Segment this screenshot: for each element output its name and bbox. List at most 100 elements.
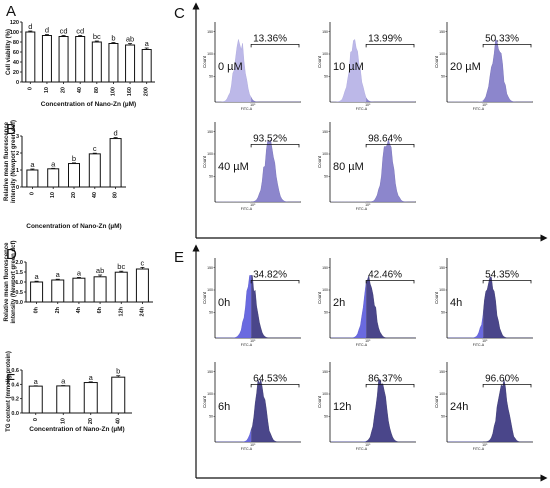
- flow-y-tick-label: 150: [207, 130, 213, 134]
- flow-count-label: Count: [202, 291, 207, 304]
- histogram-positive-region: [251, 96, 300, 102]
- y-tick-label: 0.6: [11, 368, 19, 374]
- y-tick-label: 3: [16, 134, 19, 140]
- condition-label: 12h: [333, 401, 351, 413]
- bar: [25, 31, 36, 83]
- flow-y-tick-label: 50: [209, 75, 213, 79]
- panel-letter-a: A: [6, 3, 16, 20]
- significance-letter: c: [93, 144, 97, 153]
- flow-x-axis-label: FITC-A: [473, 343, 485, 347]
- condition-label: 4h: [450, 297, 462, 309]
- flow-x-tick-label: 10⁵: [250, 203, 256, 207]
- flow-count-label: Count: [317, 155, 322, 168]
- y-tick-label: 0: [16, 185, 19, 191]
- flow-x-axis-label: FITC-A: [356, 447, 368, 451]
- gate-percentage: 86.37%: [368, 373, 402, 384]
- histogram-negative-region: [216, 39, 252, 102]
- y-tick-label: 0.2: [11, 397, 19, 403]
- bar: [58, 36, 69, 83]
- histogram-negative-region: [331, 39, 367, 102]
- gate-percentage: 13.36%: [253, 33, 287, 44]
- flow-y-tick-label: 150: [322, 266, 328, 270]
- gate-percentage: 13.99%: [368, 33, 402, 44]
- histogram-negative-region: [448, 311, 484, 338]
- x-tick-label: 2h: [55, 306, 61, 313]
- flow-count-label: Count: [202, 55, 207, 68]
- x-tick-label: 40: [92, 192, 98, 198]
- flow-y-tick-label: 50: [324, 311, 328, 315]
- flow-y-tick-label: 100: [439, 288, 445, 292]
- flow-count-label: Count: [434, 55, 439, 68]
- significance-letter: a: [51, 159, 56, 168]
- y-tick-label: 100: [10, 30, 19, 36]
- flow-x-tick-label: 10⁵: [365, 103, 371, 107]
- condition-label: 6h: [218, 401, 230, 413]
- bar: [51, 279, 65, 303]
- flow-x-tick-label: 10⁵: [250, 443, 256, 447]
- flow-y-tick-label: 100: [322, 152, 328, 156]
- flow-count-label: Count: [434, 291, 439, 304]
- significance-letter: b: [116, 367, 120, 376]
- flow-x-axis-label: FITC-A: [473, 447, 485, 451]
- x-tick-label: 20: [71, 192, 77, 198]
- y-tick-label: 1: [16, 168, 19, 174]
- flow-y-tick-label: 50: [441, 415, 445, 419]
- panel-letter-f: F: [6, 371, 15, 388]
- flow-y-tick-label: 150: [207, 370, 213, 374]
- y-tick-label: 0.0: [15, 300, 23, 306]
- x-tick-label: 6h: [97, 306, 103, 313]
- histogram-positive-region: [251, 275, 300, 338]
- flow-y-tick-label: 100: [207, 152, 213, 156]
- x-tick-label: 100: [110, 87, 116, 96]
- x-tick-label: 200: [144, 87, 150, 96]
- panel-letter-b: B: [6, 121, 16, 138]
- bar: [125, 44, 136, 83]
- histogram-positive-region: [483, 379, 532, 442]
- x-tick-label: 20: [88, 418, 94, 424]
- significance-letter: a: [34, 377, 39, 386]
- flow-y-tick-label: 100: [322, 52, 328, 56]
- flow-y-tick-label: 150: [207, 266, 213, 270]
- x-tick-label: 12h: [118, 306, 124, 316]
- x-tick-label: 80: [113, 192, 119, 198]
- bar: [111, 376, 126, 414]
- gate-bracket: [250, 44, 300, 48]
- y-tick-label: 2.0: [15, 260, 23, 266]
- bar: [108, 43, 119, 83]
- flow-x-tick-label: 10⁵: [365, 443, 371, 447]
- flow-x-tick-label: 10⁵: [250, 339, 256, 343]
- gate-percentage: 54.35%: [485, 269, 519, 280]
- flow-x-tick-label: 10⁵: [365, 203, 371, 207]
- gate-percentage: 34.82%: [253, 269, 287, 280]
- histogram-positive-region: [483, 38, 532, 102]
- condition-label: 2h: [333, 297, 345, 309]
- gate-bracket: [482, 280, 532, 284]
- x-tick-label: 20: [61, 87, 67, 93]
- bar: [141, 49, 152, 83]
- flow-y-tick-label: 150: [322, 30, 328, 34]
- gate-bracket: [482, 384, 532, 388]
- panel-arrow-axes-layer: CE: [174, 2, 548, 482]
- bar-chart-d: D 0.0 0.5 1.0 1.5 2.0 Relative mean fluorescen…: [4, 240, 153, 324]
- y-tick-label: 0: [16, 80, 19, 86]
- condition-label: 20 µM: [450, 61, 481, 73]
- histogram-positive-region: [366, 379, 415, 442]
- flow-y-tick-label: 50: [324, 175, 328, 179]
- x-tick-label: 4h: [76, 306, 82, 313]
- gate-percentage: 93.52%: [253, 133, 287, 144]
- gate-bracket: [250, 384, 300, 388]
- flow-x-axis-label: FITC-A: [356, 107, 368, 111]
- condition-label: 40 µM: [218, 161, 249, 173]
- x-axis-label: Concentration of Nano-Zn (µM): [29, 426, 124, 433]
- significance-letter: b: [72, 154, 76, 163]
- flow-y-tick-label: 50: [209, 415, 213, 419]
- flow-count-label: Count: [317, 55, 322, 68]
- bar: [75, 36, 86, 83]
- y-axis-label: intensity (Newport green dcf): [11, 240, 17, 323]
